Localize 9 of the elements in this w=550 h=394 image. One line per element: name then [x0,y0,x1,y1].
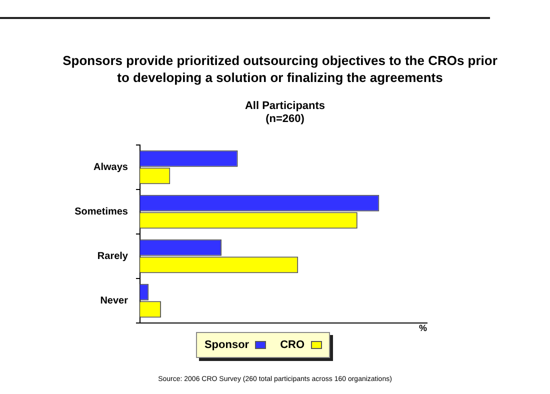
legend-label: Sponsor [204,339,250,351]
chart-subtitle: All Participants (n=260) [244,100,326,126]
y-tick-label: Sometimes [74,206,128,218]
y-tick-label: Rarely [97,251,128,262]
x-axis-title: % [418,322,427,333]
legend-label: CRO [280,339,305,351]
y-tick-label: Never [100,296,128,306]
y-tick-label: Always [94,162,128,173]
chart-title: Sponsors provide prioritized outsourcing objectives to the CROs prior to developing a solution or finalizing the agreements [62,52,498,86]
